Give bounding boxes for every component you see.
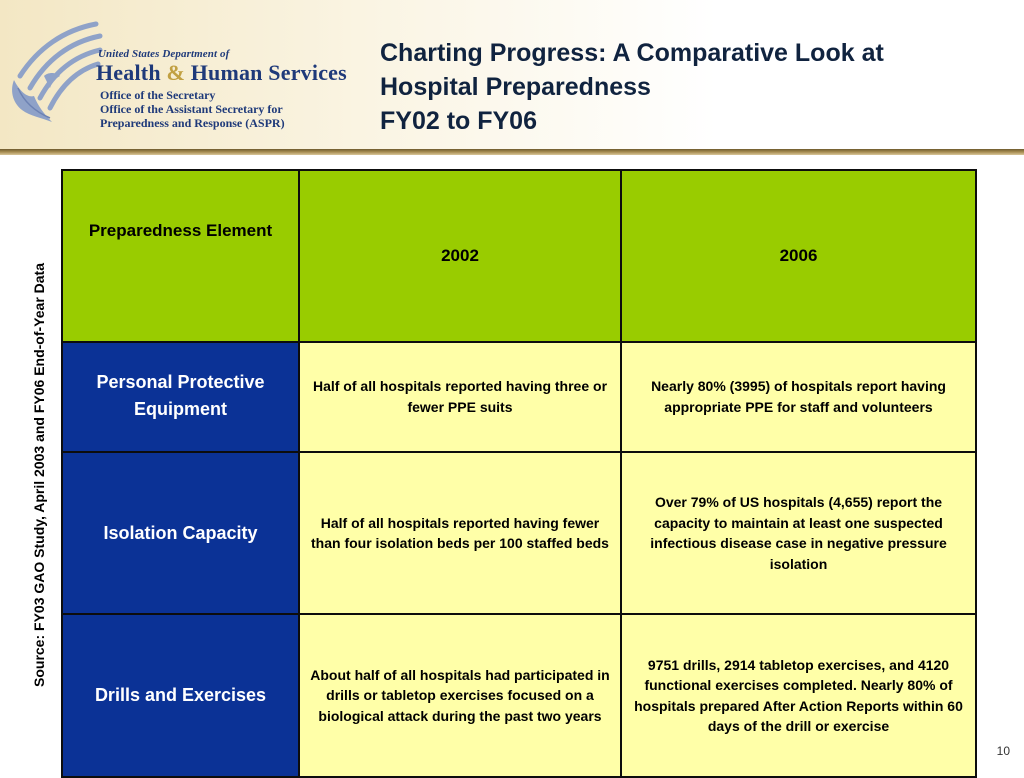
cell-ppe-2002: Half of all hospitals reported having th… bbox=[298, 341, 622, 453]
row-head-drills: Drills and Exercises bbox=[61, 613, 300, 778]
agency-hhs-health: Health bbox=[96, 60, 161, 85]
row-head-isolation: Isolation Capacity bbox=[61, 451, 300, 615]
hhs-eagle-logo-icon bbox=[12, 21, 103, 122]
header-preparedness-element: Preparedness Element bbox=[61, 169, 300, 343]
title-line-2: Hospital Preparedness bbox=[380, 73, 651, 101]
comparison-table: Preparedness Element 2002 2006 Personal … bbox=[61, 169, 977, 778]
table-row: Isolation Capacity Half of all hospitals… bbox=[61, 451, 977, 615]
table-row: Drills and Exercises About half of all h… bbox=[61, 613, 977, 778]
title-line-3: FY02 to FY06 bbox=[380, 107, 537, 135]
page-number: 10 bbox=[996, 744, 1010, 758]
cell-ppe-2006: Nearly 80% (3995) of hospitals report ha… bbox=[620, 341, 977, 453]
slide-header bbox=[0, 0, 1024, 150]
table-header-row: Preparedness Element 2002 2006 bbox=[61, 169, 977, 343]
agency-line-department: United States Department of bbox=[98, 48, 230, 60]
source-note: Source: FY03 GAO Study, April 2003 and F… bbox=[31, 263, 47, 687]
agency-line-aspr: Preparedness and Response (ASPR) bbox=[100, 116, 285, 130]
agency-line-hhs: Health & Human Services bbox=[96, 60, 347, 86]
title-line-1: Charting Progress: A Comparative Look at bbox=[380, 39, 884, 67]
row-head-ppe: Personal Protective Equipment bbox=[61, 341, 300, 453]
agency-hhs-ampersand: & bbox=[166, 60, 185, 85]
agency-line-office-secretary: Office of the Secretary bbox=[100, 88, 216, 102]
cell-isolation-2006: Over 79% of US hospitals (4,655) report … bbox=[620, 451, 977, 615]
header-divider bbox=[0, 149, 1024, 155]
agency-hhs-human-services: Human Services bbox=[190, 60, 347, 85]
cell-isolation-2002: Half of all hospitals reported having fe… bbox=[298, 451, 622, 615]
table-row: Personal Protective Equipment Half of al… bbox=[61, 341, 977, 453]
cell-drills-2002: About half of all hospitals had particip… bbox=[298, 613, 622, 778]
header-2006: 2006 bbox=[620, 169, 977, 343]
slide-title: Charting Progress: A Comparative Look at… bbox=[380, 36, 1000, 138]
cell-drills-2006: 9751 drills, 2914 tabletop exercises, an… bbox=[620, 613, 977, 778]
agency-line-office-assistant: Office of the Assistant Secretary for bbox=[100, 102, 283, 116]
header-2002: 2002 bbox=[298, 169, 622, 343]
